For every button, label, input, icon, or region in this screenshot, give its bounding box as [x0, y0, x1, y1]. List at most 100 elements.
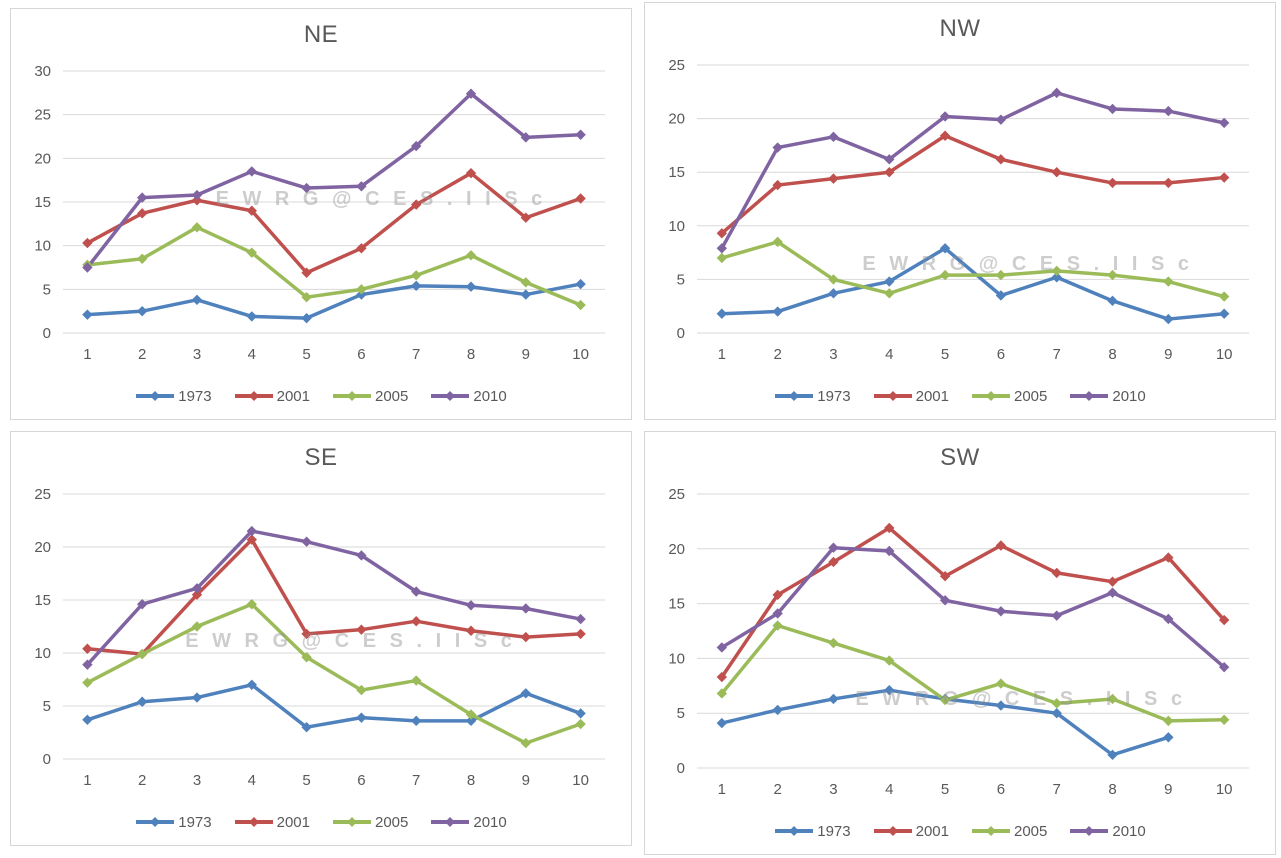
- data-point-marker: [1084, 826, 1095, 836]
- data-point-marker: [191, 195, 203, 206]
- data-point-marker: [191, 222, 203, 233]
- legend-swatch: [775, 391, 814, 401]
- chart-legend: 1973 2001 2005 2010: [11, 799, 631, 845]
- series-line-2010: [85, 529, 583, 667]
- x-axis-tick-label: 10: [1216, 781, 1233, 798]
- x-axis-tick-label: 6: [357, 346, 365, 363]
- y-axis-tick-label: 5: [677, 271, 685, 288]
- data-point-marker: [82, 643, 93, 654]
- series-line-2010: [85, 91, 583, 270]
- data-point-marker: [82, 262, 93, 273]
- data-point-marker: [1218, 291, 1230, 302]
- data-point-marker: [1051, 698, 1062, 709]
- data-point-marker: [887, 391, 898, 401]
- legend-swatch: [972, 391, 1010, 401]
- legend-swatch: [873, 391, 912, 401]
- x-axis-tick-label: 10: [572, 346, 589, 363]
- data-point-marker: [1163, 313, 1174, 325]
- x-axis-tick-label: 9: [1164, 346, 1172, 363]
- data-point-marker: [884, 288, 895, 299]
- data-point-marker: [828, 693, 839, 705]
- data-point-marker: [887, 826, 898, 836]
- legend-swatch: [136, 391, 175, 401]
- legend-label: 2001: [915, 387, 949, 405]
- data-point-marker: [716, 228, 728, 239]
- series-line-2005: [85, 602, 583, 745]
- legend-label: 2005: [375, 813, 409, 831]
- legend-item-2010: 2010: [430, 388, 507, 405]
- y-axis-tick-label: 0: [677, 325, 685, 342]
- x-axis-tick-label: 7: [412, 346, 420, 363]
- data-point-marker: [575, 299, 586, 311]
- data-point-marker: [136, 648, 148, 660]
- data-point-marker: [1218, 661, 1230, 673]
- data-point-marker: [716, 252, 728, 264]
- x-axis-tick-label: 2: [138, 346, 146, 363]
- y-axis-tick-label: 0: [43, 325, 51, 342]
- series-line-2005: [85, 225, 583, 307]
- y-axis-tick-label: 20: [668, 541, 685, 558]
- legend-label: 2005: [1014, 822, 1048, 840]
- data-point-marker: [136, 599, 148, 610]
- y-axis-tick-label: 30: [34, 63, 51, 80]
- data-point-marker: [411, 715, 422, 727]
- legend-item-2010: 2010: [1069, 388, 1146, 405]
- x-axis-tick-label: 7: [1053, 781, 1061, 798]
- legend-item-2005: 2005: [332, 814, 408, 831]
- data-point-marker: [246, 205, 257, 216]
- data-point-marker: [356, 624, 367, 635]
- series-line-1973: [85, 683, 583, 729]
- x-axis-tick-label: 1: [83, 772, 91, 789]
- legend-item-2001: 2001: [234, 814, 310, 831]
- data-point-marker: [1218, 117, 1230, 129]
- y-axis-tick-label: 5: [43, 698, 51, 715]
- data-point-marker: [465, 167, 477, 179]
- legend-item-1973: 1973: [135, 814, 212, 831]
- data-point-marker: [136, 305, 148, 317]
- data-point-marker: [772, 306, 783, 317]
- line-chart: 0 5 10 15 20 25 1 2 3 4 5 6 7 8 9 10: [668, 57, 1249, 363]
- legend-swatch: [1070, 826, 1109, 836]
- data-point-marker: [828, 131, 839, 143]
- data-point-marker: [986, 826, 996, 836]
- x-axis-tick-label: 6: [997, 781, 1005, 798]
- data-point-marker: [772, 620, 783, 631]
- y-axis-tick-label: 0: [677, 760, 685, 777]
- y-axis-tick-label: 25: [668, 57, 685, 74]
- legend-label: 1973: [178, 387, 212, 405]
- data-point-marker: [716, 243, 728, 254]
- data-point-marker: [191, 294, 203, 306]
- chart-legend: 1973 2001 2005 2010: [11, 373, 631, 419]
- data-point-marker: [411, 140, 422, 152]
- data-point-marker: [772, 589, 783, 601]
- line-chart: 0 5 10 15 20 25 1 2 3 4 5 6 7 8 9 10: [34, 486, 605, 789]
- data-point-marker: [248, 817, 259, 827]
- y-axis-tick-label: 25: [34, 107, 51, 124]
- legend-item-2001: 2001: [873, 823, 949, 840]
- series-line-1973: [85, 282, 583, 320]
- x-axis-tick-label: 7: [412, 772, 420, 789]
- x-axis-tick-label: 7: [1053, 346, 1061, 363]
- data-point-marker: [789, 826, 800, 836]
- data-point-marker: [1107, 693, 1118, 705]
- data-point-marker: [1107, 576, 1118, 587]
- plot-area: 0 5 10 15 20 25 1 2 3 4 5 6 7 8 9 10: [11, 484, 631, 799]
- data-point-marker: [520, 603, 532, 614]
- legend-label: 2005: [375, 387, 409, 405]
- data-point-marker: [246, 599, 257, 610]
- data-point-marker: [445, 391, 456, 401]
- data-point-marker: [995, 154, 1007, 165]
- series-line-2001: [720, 526, 1226, 679]
- legend-swatch: [775, 826, 814, 836]
- data-point-marker: [575, 278, 586, 290]
- data-point-marker: [520, 737, 532, 749]
- legend-swatch: [234, 391, 273, 401]
- data-point-marker: [1051, 265, 1062, 277]
- line-chart: 0 5 10 15 20 25 30 1 2 3 4 5 6 7 8 9 10: [34, 63, 605, 363]
- plot-area: 0 5 10 15 20 25 1 2 3 4 5 6 7 8 9 10: [645, 484, 1275, 808]
- data-point-marker: [520, 631, 532, 643]
- x-axis-tick-label: 4: [885, 346, 893, 363]
- y-axis-tick-label: 20: [34, 539, 51, 556]
- data-point-marker: [575, 193, 586, 204]
